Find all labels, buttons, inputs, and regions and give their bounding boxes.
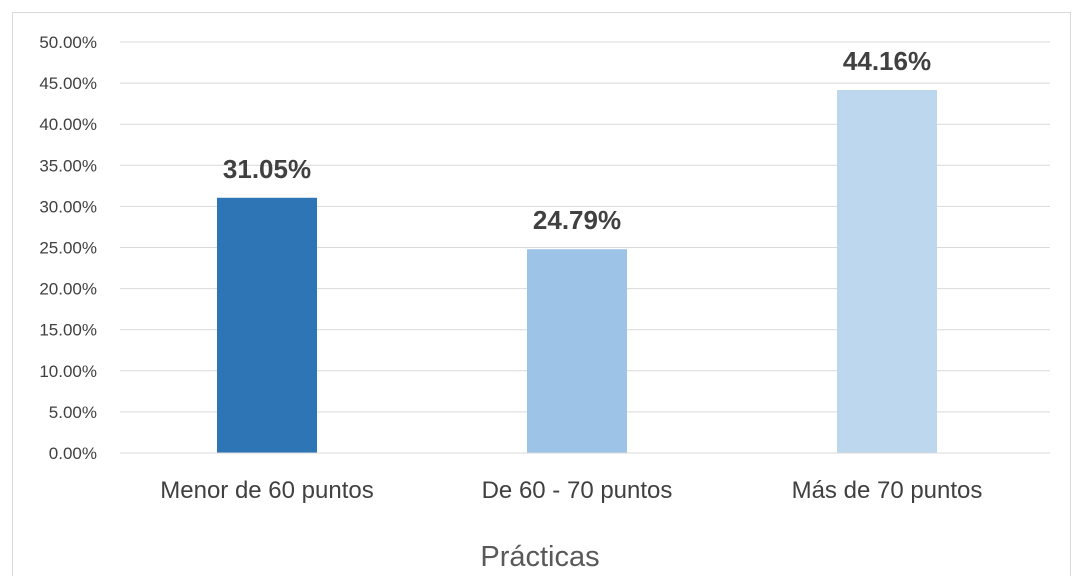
- bar: [527, 249, 627, 453]
- y-tick-label: 25.00%: [39, 239, 97, 258]
- y-tick-label: 5.00%: [49, 403, 97, 422]
- y-tick-label: 50.00%: [39, 33, 97, 52]
- bar-value-label: 44.16%: [843, 46, 931, 76]
- y-tick-label: 35.00%: [39, 156, 97, 175]
- y-tick-label: 15.00%: [39, 321, 97, 340]
- bar: [837, 90, 937, 454]
- x-axis-title: Prácticas: [480, 541, 599, 573]
- y-tick-label: 20.00%: [39, 280, 97, 299]
- bar-value-label: 31.05%: [223, 154, 311, 184]
- y-axis-tick-labels: 0.00% 5.00% 10.00% 15.00% 20.00% 25.00% 30.00%…: [39, 33, 97, 463]
- y-tick-label: 45.00%: [39, 74, 97, 93]
- bar: [217, 197, 317, 453]
- bars: [217, 90, 937, 454]
- y-tick-label: 40.00%: [39, 115, 97, 134]
- y-tick-label: 0.00%: [49, 444, 97, 463]
- data-labels: 31.05% 24.79% 44.16%: [223, 46, 931, 235]
- x-axis-category-labels: Menor de 60 puntos De 60 - 70 puntos Más d…: [160, 477, 982, 504]
- bar-value-label: 24.79%: [533, 205, 621, 235]
- x-category-label: Menor de 60 puntos: [160, 477, 373, 504]
- y-tick-label: 10.00%: [39, 362, 97, 381]
- x-category-label: Más de 70 puntos: [792, 477, 983, 504]
- x-category-label: De 60 - 70 puntos: [482, 477, 673, 504]
- y-tick-label: 30.00%: [39, 197, 97, 216]
